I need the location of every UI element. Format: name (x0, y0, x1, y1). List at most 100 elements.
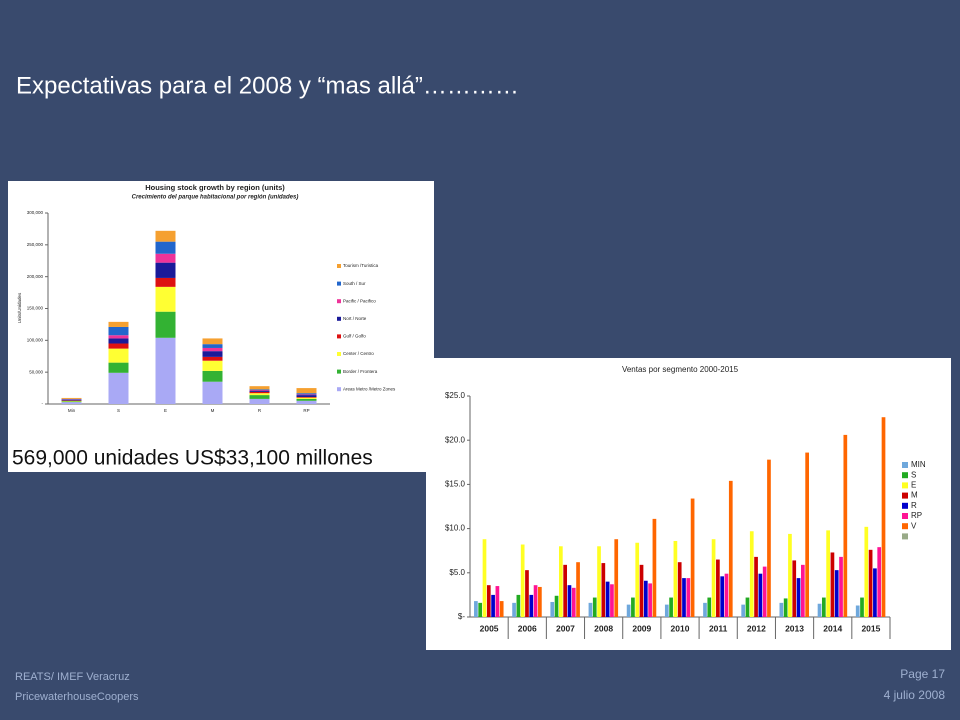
legend-swatch (337, 281, 341, 286)
x-tick-label: 2014 (823, 623, 842, 633)
x-tick-label: 2015 (861, 623, 880, 633)
y-axis-label: Units/Unidades (17, 292, 22, 323)
bar-segment (296, 400, 317, 404)
legend-label: South / Sur (343, 281, 366, 286)
bar (800, 564, 805, 617)
bar (588, 602, 593, 617)
y-tick-label: $10.0 (445, 524, 466, 533)
bar (525, 570, 529, 617)
x-tick-label: RP (303, 408, 309, 413)
caption: 569,000 unidades US$33,100 millones (12, 447, 373, 470)
bar (478, 602, 483, 617)
bar (576, 562, 580, 617)
bar-segment (108, 372, 129, 404)
bar-segment (155, 253, 176, 263)
bar (834, 570, 839, 617)
legend-label: R (911, 501, 917, 510)
bar-segment (296, 397, 317, 399)
bar (495, 586, 500, 617)
bar-segment (61, 400, 82, 402)
bar-segment (202, 344, 223, 348)
legend-label: Center / Centro (343, 351, 374, 356)
y-tick-label: $- (458, 612, 465, 621)
y-tick-label: 200,000 (27, 274, 44, 279)
bar (779, 602, 784, 617)
legend-swatch (337, 299, 341, 304)
bar (592, 597, 597, 617)
bar-segment (61, 402, 82, 404)
bar (711, 539, 716, 617)
bar (626, 604, 631, 617)
bar (563, 564, 568, 617)
chart-title: Housing stock growth by region (units) (145, 183, 285, 192)
bar-segment (249, 389, 270, 390)
bar-segment (202, 370, 223, 382)
y-tick-label: 250,000 (27, 242, 44, 247)
x-tick-label: 2005 (480, 623, 499, 633)
bar (614, 539, 619, 617)
bar (805, 452, 809, 617)
bar-segment (108, 338, 129, 344)
bar-segment (108, 335, 129, 339)
x-tick-label: 2011 (709, 623, 728, 633)
legend-label: Areas Metro /Metro Zones (343, 386, 396, 391)
bar-segment (61, 401, 82, 403)
bar (796, 578, 801, 617)
bar (682, 578, 686, 617)
legend-swatch (902, 492, 908, 499)
bar-segment (249, 386, 270, 390)
footer-text: Page 17 (900, 667, 945, 681)
bar-segment (296, 398, 317, 401)
legend-swatch (337, 352, 341, 356)
bar-segment (202, 351, 223, 357)
legend-swatch (902, 472, 908, 479)
bar (669, 597, 673, 617)
bar-segment (155, 262, 176, 278)
legend-label: Tourism /Turistica (343, 263, 379, 268)
bar-segment (296, 394, 317, 396)
bar (474, 601, 478, 617)
bar (860, 597, 864, 617)
bar-segment (202, 356, 223, 361)
x-tick-label: S (117, 408, 120, 413)
bar-segment (155, 337, 176, 404)
bar (864, 526, 869, 617)
bar (605, 581, 610, 617)
legend-swatch (902, 502, 908, 509)
bar-segment (155, 230, 176, 242)
y-tick-label: 150,000 (27, 306, 44, 311)
bar-segment (108, 321, 129, 327)
x-tick-label: 2010 (671, 623, 690, 633)
bar (664, 604, 669, 617)
bar (516, 594, 521, 617)
bar (788, 533, 792, 617)
bar (639, 564, 644, 617)
bar (486, 585, 491, 617)
bar (491, 594, 495, 617)
bar (677, 562, 682, 617)
bar-segment (61, 397, 82, 399)
legend-label: Gulf / Golfo (343, 334, 366, 339)
bar (707, 597, 712, 617)
legend-swatch (337, 387, 341, 392)
chart-panel (8, 181, 434, 472)
bar (741, 604, 746, 617)
bar (499, 601, 504, 617)
bar-segment (249, 390, 270, 392)
bar (877, 547, 882, 617)
bar (631, 597, 635, 617)
legend-label: Nort / Norte (343, 316, 367, 321)
legend-label: M (911, 491, 918, 500)
housing-chart: Housing stock growth by region (units) Cr… (17, 183, 396, 413)
slide-title: Expectativas para el 2008 y “mas allá”……… (16, 72, 519, 99)
x-tick-label: 2006 (518, 623, 537, 633)
y-tick-label: 50,000 (29, 369, 43, 374)
bar (745, 597, 750, 617)
bar-segment (108, 348, 129, 363)
x-tick-label: 2008 (594, 623, 613, 633)
x-tick-label: Min (68, 408, 76, 413)
bar (554, 595, 559, 617)
bar (758, 573, 763, 617)
